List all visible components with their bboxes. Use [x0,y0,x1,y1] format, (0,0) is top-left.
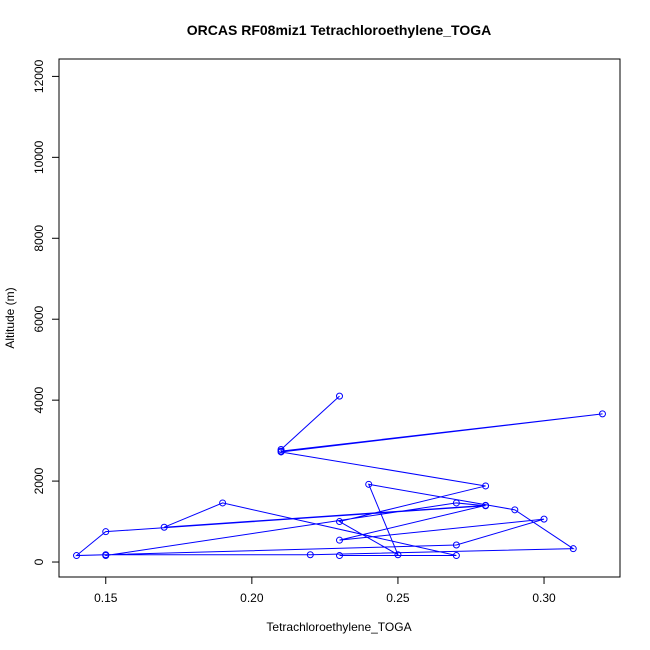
y-tick-label: 12000 [32,59,46,93]
data-point [394,551,402,559]
data-point [73,552,81,560]
y-tick-label: 2000 [32,467,46,494]
data-point [569,545,577,553]
data-point [277,448,285,456]
data-point [336,552,343,560]
data-point [482,482,490,490]
data-point [336,518,343,526]
data-point [336,392,343,400]
data-point [452,499,460,507]
data-point [511,506,519,514]
y-tick-label: 4000 [32,386,46,413]
data-point [306,551,314,559]
data-point [365,480,373,488]
y-tick-label: 8000 [32,225,46,252]
data-point [482,501,490,509]
data-point [598,410,606,418]
y-axis: 0 2000 4000 6000 8000 10000 12000 [32,59,60,565]
x-tick-label: 0.15 [94,591,118,605]
data-point [102,528,110,536]
x-axis-label: Tetrachloroethylene_TOGA [266,620,411,634]
x-tick-label: 0.30 [532,591,556,605]
x-tick-label: 0.25 [386,591,410,605]
data-point [102,552,110,560]
series-line [75,395,603,557]
plot-frame [58,58,621,578]
data-point [540,515,548,523]
chart-title: ORCAS RF08miz1 Tetrachloroethylene_TOGA [187,22,491,38]
data-point [452,552,460,560]
data-point [160,523,168,531]
series-layer [73,392,606,560]
x-tick-label: 0.20 [240,591,264,605]
y-tick-label: 0 [32,558,46,565]
x-axis: 0.15 0.20 0.25 0.30 [94,576,556,605]
data-point [452,541,460,549]
y-axis-label: Altitude (m) [3,287,17,348]
y-tick-label: 10000 [32,140,46,174]
data-point [219,499,227,507]
data-point [336,536,343,544]
y-tick-label: 6000 [32,306,46,333]
